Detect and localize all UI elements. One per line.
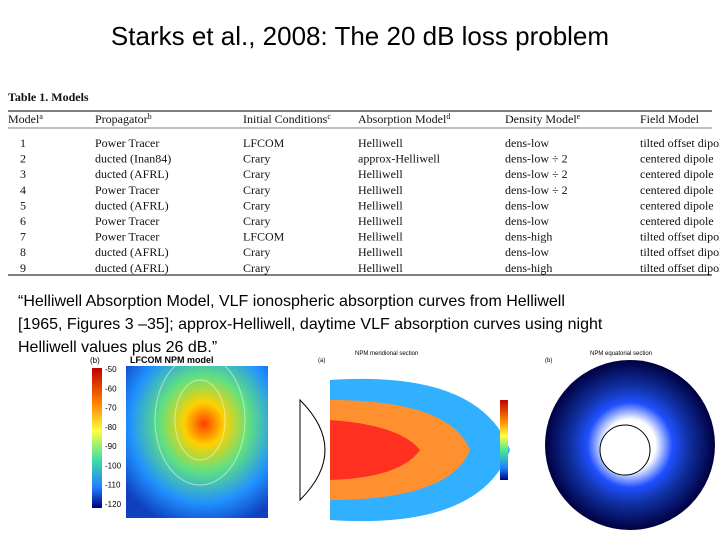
quote-line: [1965, Figures 3 –35]; approx-Helliwell,… xyxy=(18,316,603,333)
table-cell: dens-low xyxy=(505,245,549,259)
table-cell: 7 xyxy=(20,230,26,244)
quote-line: Helliwell values plus 26 dB.” xyxy=(18,339,217,356)
header-note: b xyxy=(148,112,152,121)
table-cell: ducted (AFRL) xyxy=(95,167,169,181)
header-note: a xyxy=(39,112,43,121)
table-cell: LFCOM xyxy=(243,136,285,150)
table-cell: 6 xyxy=(20,214,26,228)
header-note: c xyxy=(327,112,331,121)
table-cell: Power Tracer xyxy=(95,183,159,197)
header-note: d xyxy=(446,112,450,121)
table-cell: dens-low xyxy=(505,198,549,212)
table-cell: 8 xyxy=(20,245,26,259)
table-cell: ducted (Inan84) xyxy=(95,152,171,166)
table-caption: Table 1. Models xyxy=(8,90,89,104)
table-cell: Crary xyxy=(243,214,270,228)
table-cell: tilted offset dipole xyxy=(640,136,720,150)
table-cell: dens-low ÷ 2 xyxy=(505,152,568,166)
table-cell: centered dipole xyxy=(640,198,714,212)
header-text: Density Model xyxy=(505,112,577,126)
panel-label: (b) xyxy=(90,356,100,365)
header-text: Propagator xyxy=(95,112,148,126)
colorbar-label: -60 xyxy=(105,384,117,393)
table-cell: LFCOM xyxy=(243,230,285,244)
table-cell: Helliwell xyxy=(358,136,403,150)
table-cell: centered dipole xyxy=(640,214,714,228)
table-cell: tilted offset dipole xyxy=(640,245,720,259)
table-cell: 9 xyxy=(20,261,26,275)
panel-label: (b) xyxy=(545,358,552,364)
table-cell: Crary xyxy=(243,245,270,259)
table-cell: dens-low ÷ 2 xyxy=(505,167,568,181)
figure-title: NPM equatorial section xyxy=(590,351,652,357)
table-cell: Helliwell xyxy=(358,214,403,228)
header-text: Absorption Model xyxy=(358,112,447,126)
header-text: Initial Conditions xyxy=(243,112,328,126)
table-cell: 1 xyxy=(20,136,26,150)
figure-meridional: (a) NPM meridional section xyxy=(290,351,530,540)
colorbar-label: -100 xyxy=(105,461,122,470)
table-cell: approx-Helliwell xyxy=(358,152,441,166)
table-cell: 2 xyxy=(20,152,26,166)
colorbar-label: -80 xyxy=(105,423,117,432)
colorbar-label: -120 xyxy=(105,500,122,509)
figure-lfcom: (b) LFCOM NPM model -50 -60 -70 -80 -90 -100 -… xyxy=(90,354,268,518)
table-cell: dens-high xyxy=(505,230,552,244)
quote-line: “Helliwell Absorption Model, VLF ionosph… xyxy=(18,293,565,310)
table-cell: centered dipole xyxy=(640,167,714,181)
table-cell: ducted (AFRL) xyxy=(95,245,169,259)
table-cell: Helliwell xyxy=(358,198,403,212)
figure-title: LFCOM NPM model xyxy=(130,355,214,365)
table-cell: dens-low xyxy=(505,136,549,150)
table-cell: 5 xyxy=(20,198,26,212)
colorbar-label: -70 xyxy=(105,404,117,413)
table-cell: centered dipole xyxy=(640,152,714,166)
column-header: Density Modele xyxy=(505,112,581,127)
models-table: Table 1. Models Modela Propagatorb Initial… xyxy=(8,90,720,276)
table-cell: Helliwell xyxy=(358,230,403,244)
table-cell: Crary xyxy=(243,152,270,166)
table-cell: Helliwell xyxy=(358,167,403,181)
panel-label: (a) xyxy=(318,358,325,364)
column-header: Initial Conditionsc xyxy=(243,112,331,127)
table-cell: Power Tracer xyxy=(95,214,159,228)
table-cell: dens-high xyxy=(505,261,552,275)
table-cell: 3 xyxy=(20,167,26,181)
header-text: Model xyxy=(8,112,40,126)
table-cell: ducted (AFRL) xyxy=(95,198,169,212)
column-header: Absorption Modeld xyxy=(358,112,450,127)
colorbar-label: -90 xyxy=(105,442,117,451)
table-cell: 4 xyxy=(20,183,26,197)
colorbar-label: -50 xyxy=(105,365,117,374)
table-cell: tilted offset dipole xyxy=(640,261,720,275)
table-cell: Crary xyxy=(243,198,270,212)
table-cell: Helliwell xyxy=(358,261,403,275)
quote: “Helliwell Absorption Model, VLF ionosph… xyxy=(18,293,603,356)
table-cell: Crary xyxy=(243,261,270,275)
table-cell: Crary xyxy=(243,167,270,181)
header-text: Field Model xyxy=(640,112,700,126)
table-cell: dens-low xyxy=(505,214,549,228)
figure-title: NPM meridional section xyxy=(355,351,418,357)
table-cell: Helliwell xyxy=(358,245,403,259)
header-note: e xyxy=(577,112,581,121)
column-header: Field Model xyxy=(640,112,700,126)
table-cell: ducted (AFRL) xyxy=(95,261,169,275)
table-cell: Crary xyxy=(243,183,270,197)
figure-equatorial: (b) NPM equatorial section xyxy=(545,351,715,530)
table-cell: tilted offset dipole xyxy=(640,230,720,244)
column-header: Modela xyxy=(8,112,43,127)
colorbar-label: -110 xyxy=(105,481,121,490)
table-cell: Power Tracer xyxy=(95,136,159,150)
table-cell: Power Tracer xyxy=(95,230,159,244)
table-cell: Helliwell xyxy=(358,183,403,197)
slide-title: Starks et al., 2008: The 20 dB loss prob… xyxy=(111,21,609,51)
column-header: Propagatorb xyxy=(95,112,152,127)
table-cell: dens-low ÷ 2 xyxy=(505,183,568,197)
table-cell: centered dipole xyxy=(640,183,714,197)
